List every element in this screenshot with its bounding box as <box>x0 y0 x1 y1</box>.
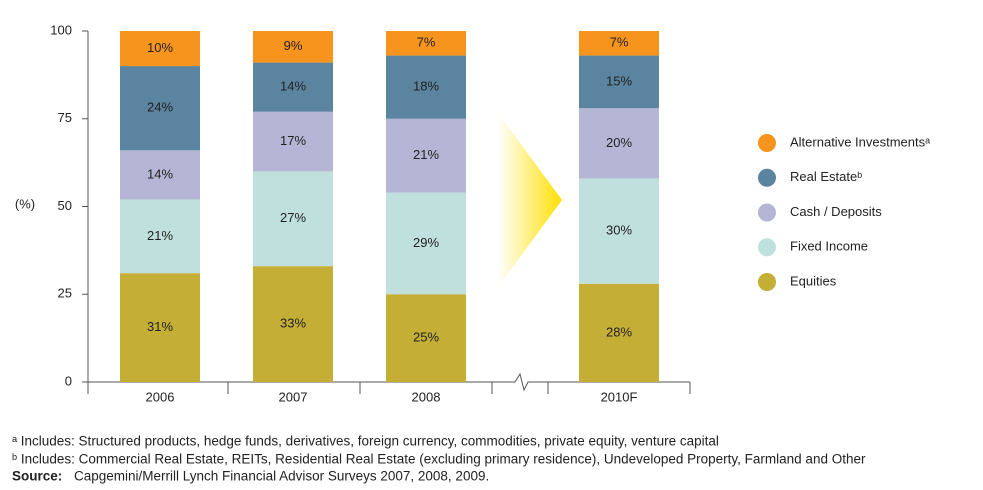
bar-segment <box>120 199 200 274</box>
value-label: 14% <box>280 79 306 94</box>
x-tick-label: 2007 <box>279 389 308 404</box>
source-label: Source: <box>12 469 62 484</box>
x-tick-label: 2008 <box>412 389 441 404</box>
value-label: 7% <box>417 35 436 50</box>
legend-label: Alternative Investmentsᵃ <box>790 134 930 149</box>
bar-segment <box>253 31 333 63</box>
bar-segment <box>120 273 200 382</box>
bar-segment <box>120 150 200 200</box>
legend-swatch <box>758 238 776 257</box>
value-label: 30% <box>606 223 632 238</box>
y-tick-label: 0 <box>65 373 72 388</box>
bar-segment <box>579 178 659 284</box>
source: Capgemini/Merrill Lynch Financial Adviso… <box>74 469 489 484</box>
y-tick-label: 75 <box>58 110 72 125</box>
value-label: 25% <box>413 330 439 345</box>
bar-segment <box>253 171 333 267</box>
bar-segment <box>386 192 466 295</box>
y-axis-label: (%) <box>15 196 35 211</box>
value-label: 33% <box>280 316 306 331</box>
value-label: 21% <box>413 147 439 162</box>
value-label: 9% <box>284 38 303 53</box>
bar-segment <box>386 55 466 119</box>
value-label: 15% <box>606 73 632 88</box>
bar-segment <box>120 66 200 151</box>
x-tick-label: 2006 <box>146 389 175 404</box>
value-label: 17% <box>280 133 306 148</box>
value-label: 24% <box>147 100 173 115</box>
bar-segment <box>253 266 333 382</box>
legend-label: Real Estateᵇ <box>790 169 862 184</box>
bar-segment <box>253 62 333 112</box>
bar-segment <box>579 55 659 109</box>
legend-label: Equities <box>790 273 837 288</box>
value-label: 7% <box>610 35 629 50</box>
legend-swatch <box>758 134 776 152</box>
bar-segment <box>579 108 659 179</box>
legend-swatch <box>758 203 776 222</box>
x-tick-label: 2010F <box>601 389 638 404</box>
legend-label: Fixed Income <box>790 239 868 254</box>
y-tick-label: 50 <box>58 198 72 213</box>
value-label: 20% <box>606 135 632 150</box>
bar-segment <box>386 294 466 382</box>
value-label: 14% <box>147 166 173 181</box>
bar-segment <box>579 283 659 382</box>
bar-segment <box>386 31 466 56</box>
bar-segment <box>579 31 659 56</box>
value-label: 29% <box>413 235 439 250</box>
legend-label: Cash / Deposits <box>790 204 882 219</box>
y-tick-label: 100 <box>50 22 72 37</box>
footnote: ᵃ Includes: Structured products, hedge f… <box>12 434 719 449</box>
legend-swatch <box>758 273 776 291</box>
value-label: 27% <box>280 210 306 225</box>
y-tick-label: 25 <box>58 286 72 301</box>
forecast-arrow <box>498 113 562 287</box>
bar-segment <box>253 111 333 172</box>
value-label: 21% <box>147 228 173 243</box>
value-label: 10% <box>147 40 173 55</box>
value-label: 31% <box>147 319 173 334</box>
bar-segment <box>386 118 466 193</box>
legend-swatch <box>758 168 776 187</box>
value-label: 28% <box>606 324 632 339</box>
value-label: 18% <box>413 79 439 94</box>
bar-segment <box>120 31 200 67</box>
footnote: ᵇ Includes: Commercial Real Estate, REIT… <box>12 452 866 467</box>
